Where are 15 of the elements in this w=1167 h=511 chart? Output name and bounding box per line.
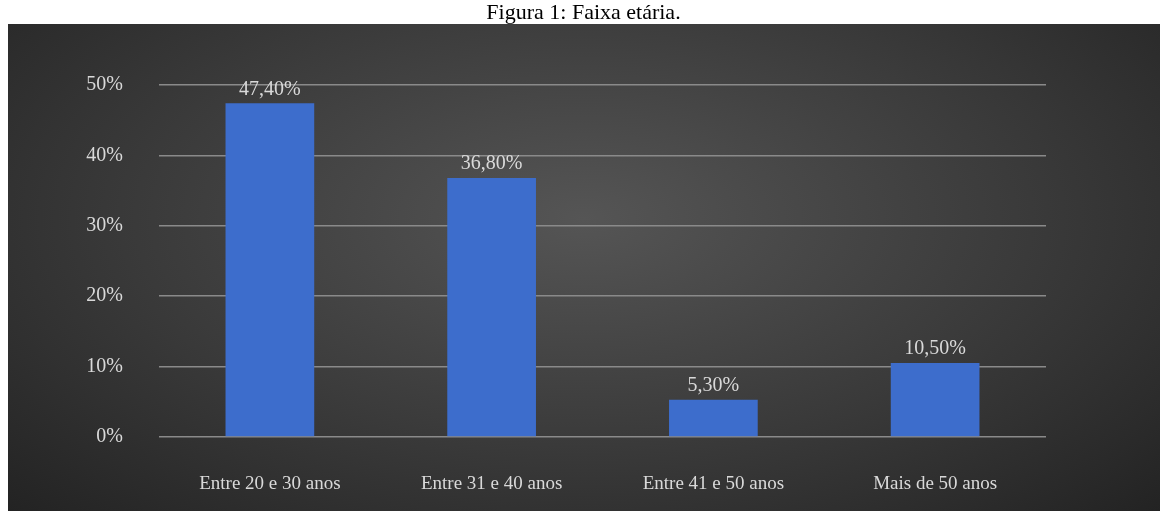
- y-tick-label: 20%: [86, 283, 123, 306]
- y-tick-label: 30%: [86, 213, 123, 236]
- y-tick-label: 0%: [96, 424, 123, 447]
- data-label: 5,30%: [687, 372, 740, 395]
- x-tick-label: Mais de 50 anos: [873, 472, 998, 494]
- y-tick-label: 40%: [86, 142, 123, 165]
- x-tick-label: Entre 41 e 50 anos: [642, 472, 785, 494]
- data-label: 10,50%: [904, 336, 966, 359]
- y-tick-label: 50%: [86, 72, 123, 95]
- data-label: 36,80%: [460, 151, 523, 174]
- x-tick-label: Entre 31 e 40 anos: [420, 472, 563, 494]
- chart-title: Figura 1: Faixa etária.: [485, 0, 682, 24]
- y-tick-label: 10%: [86, 353, 123, 376]
- data-label: 47,40%: [239, 76, 301, 99]
- x-tick-label: Entre 20 e 30 anos: [199, 472, 341, 494]
